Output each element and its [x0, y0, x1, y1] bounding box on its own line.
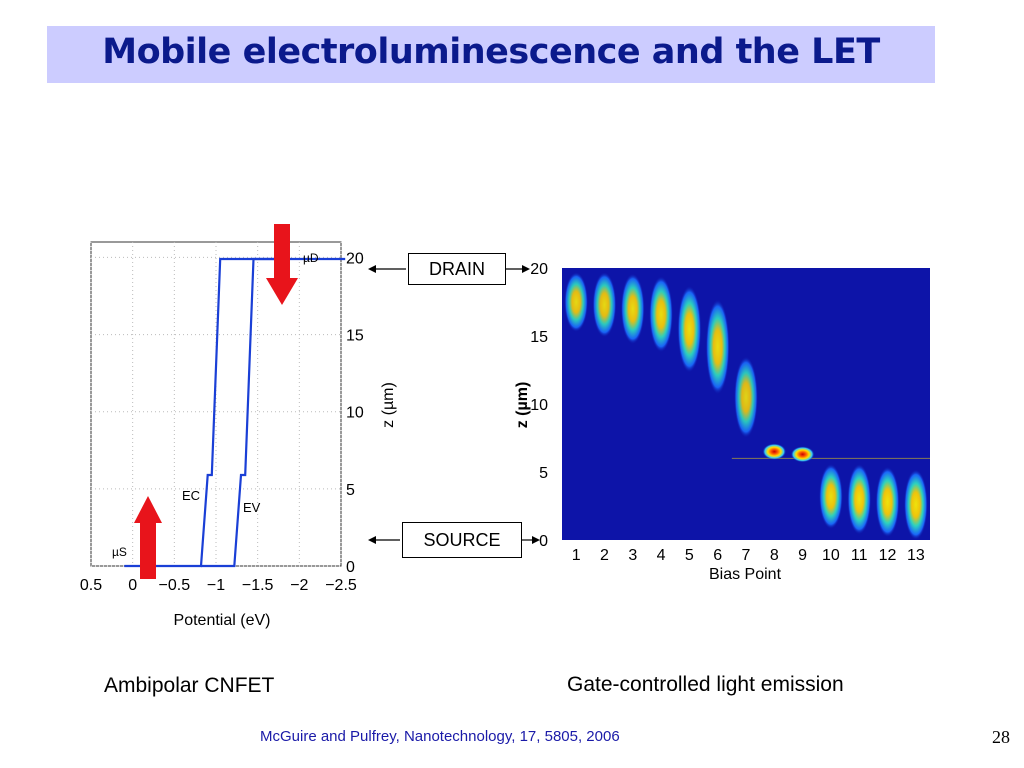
emission-mark-8: [762, 443, 787, 460]
ev-annotation: EV: [243, 500, 261, 515]
citation: McGuire and Pulfrey, Nanotechnology, 17,…: [260, 728, 620, 745]
emission-mark-6: [705, 299, 730, 395]
emission-mark-5: [677, 285, 702, 373]
band-diagram-series: [124, 257, 346, 568]
x-tick-label: −0.5: [159, 577, 191, 594]
emission-mark-3: [620, 273, 645, 345]
bias-tick-label: 9: [798, 547, 807, 564]
right-caption: Gate-controlled light emission: [567, 673, 844, 696]
heatmap-y-ticks: 0 5 10 15 20: [530, 261, 548, 550]
heatmap-y-tick-label: 15: [530, 329, 548, 346]
bias-tick-label: 2: [600, 547, 609, 564]
left-caption: Ambipolar CNFET: [104, 674, 275, 697]
emission-mark-12: [875, 466, 900, 538]
y-tick-label: 20: [346, 250, 364, 267]
heatmap-y-label: z (µm): [514, 382, 531, 429]
emission-mark-11: [847, 463, 872, 535]
heatmap-x-ticks: 1 2 3 4 5 6 7 8 9 10 11 12 13: [572, 547, 925, 564]
series-line-ev: [201, 257, 346, 568]
emission-mark-9: [790, 446, 815, 463]
mu-s-annotation: µS: [112, 545, 127, 559]
x-tick-label: −1: [207, 577, 225, 594]
source-connectors: [368, 536, 540, 544]
bias-tick-label: 6: [713, 547, 722, 564]
heatmap-x-label: Bias Point: [709, 566, 782, 583]
y-tick-label: 5: [346, 482, 355, 499]
source-label: SOURCE: [402, 522, 522, 558]
heatmap-emission-marks: [564, 272, 930, 540]
heatmap-y-tick-label: 20: [530, 261, 548, 278]
title-bar: Mobile electroluminescence and the LET: [47, 26, 935, 83]
heatmap-y-tick-label: 10: [530, 397, 548, 414]
band-diagram-y-ticks: 0 5 10 15 20: [346, 250, 364, 576]
y-tick-label: 15: [346, 328, 364, 345]
bias-tick-label: 13: [907, 547, 925, 564]
bias-tick-label: 4: [657, 547, 666, 564]
bias-tick-label: 12: [879, 547, 897, 564]
bias-tick-label: 5: [685, 547, 694, 564]
x-tick-label: −2.5: [325, 577, 357, 594]
heatmap-y-tick-label: 5: [539, 465, 548, 482]
x-tick-label: −1.5: [242, 577, 274, 594]
bias-tick-label: 3: [628, 547, 637, 564]
band-diagram-x-ticks: 0.5 0 −0.5 −1 −1.5 −2 −2.5: [80, 577, 357, 594]
y-tick-label: 0: [346, 559, 355, 576]
band-diagram-frame: [90, 241, 342, 567]
x-tick-label: 0: [128, 577, 137, 594]
y-tick-label: 10: [346, 405, 364, 422]
emission-mark-2: [592, 272, 617, 338]
emission-mark-7: [734, 356, 758, 439]
x-tick-label: 0.5: [80, 577, 102, 594]
bias-tick-label: 10: [822, 547, 840, 564]
band-diagram-x-label: Potential (eV): [174, 612, 271, 629]
emission-mark-10: [819, 463, 843, 530]
source-arrow: [134, 496, 162, 579]
page-number: 28: [992, 727, 1010, 747]
emission-mark-4: [649, 276, 673, 353]
x-tick-label: −2: [290, 577, 308, 594]
bias-tick-label: 8: [770, 547, 779, 564]
emission-mark-1: [564, 272, 589, 332]
band-diagram-y-label: z (µm): [380, 382, 397, 428]
band-diagram-grid: [90, 242, 342, 567]
bias-tick-label: 7: [742, 547, 751, 564]
bias-tick-label: 11: [851, 547, 868, 564]
slide-title: Mobile electroluminescence and the LET: [102, 32, 880, 72]
heatmap-y-tick-label: 0: [539, 533, 548, 550]
series-line-ec: [124, 257, 275, 568]
mu-d-annotation: µD: [303, 251, 319, 265]
drain-connectors: [368, 265, 530, 273]
bias-tick-label: 1: [572, 547, 581, 564]
ec-annotation: EC: [182, 488, 200, 503]
drain-arrow: [266, 224, 298, 305]
band-diagram-chart: 0.5 0 −0.5 −1 −1.5 −2 −2.5 0 5 10 15 20 Potential …: [80, 224, 397, 629]
drain-label: DRAIN: [408, 253, 506, 285]
emission-mark-13: [903, 469, 928, 540]
